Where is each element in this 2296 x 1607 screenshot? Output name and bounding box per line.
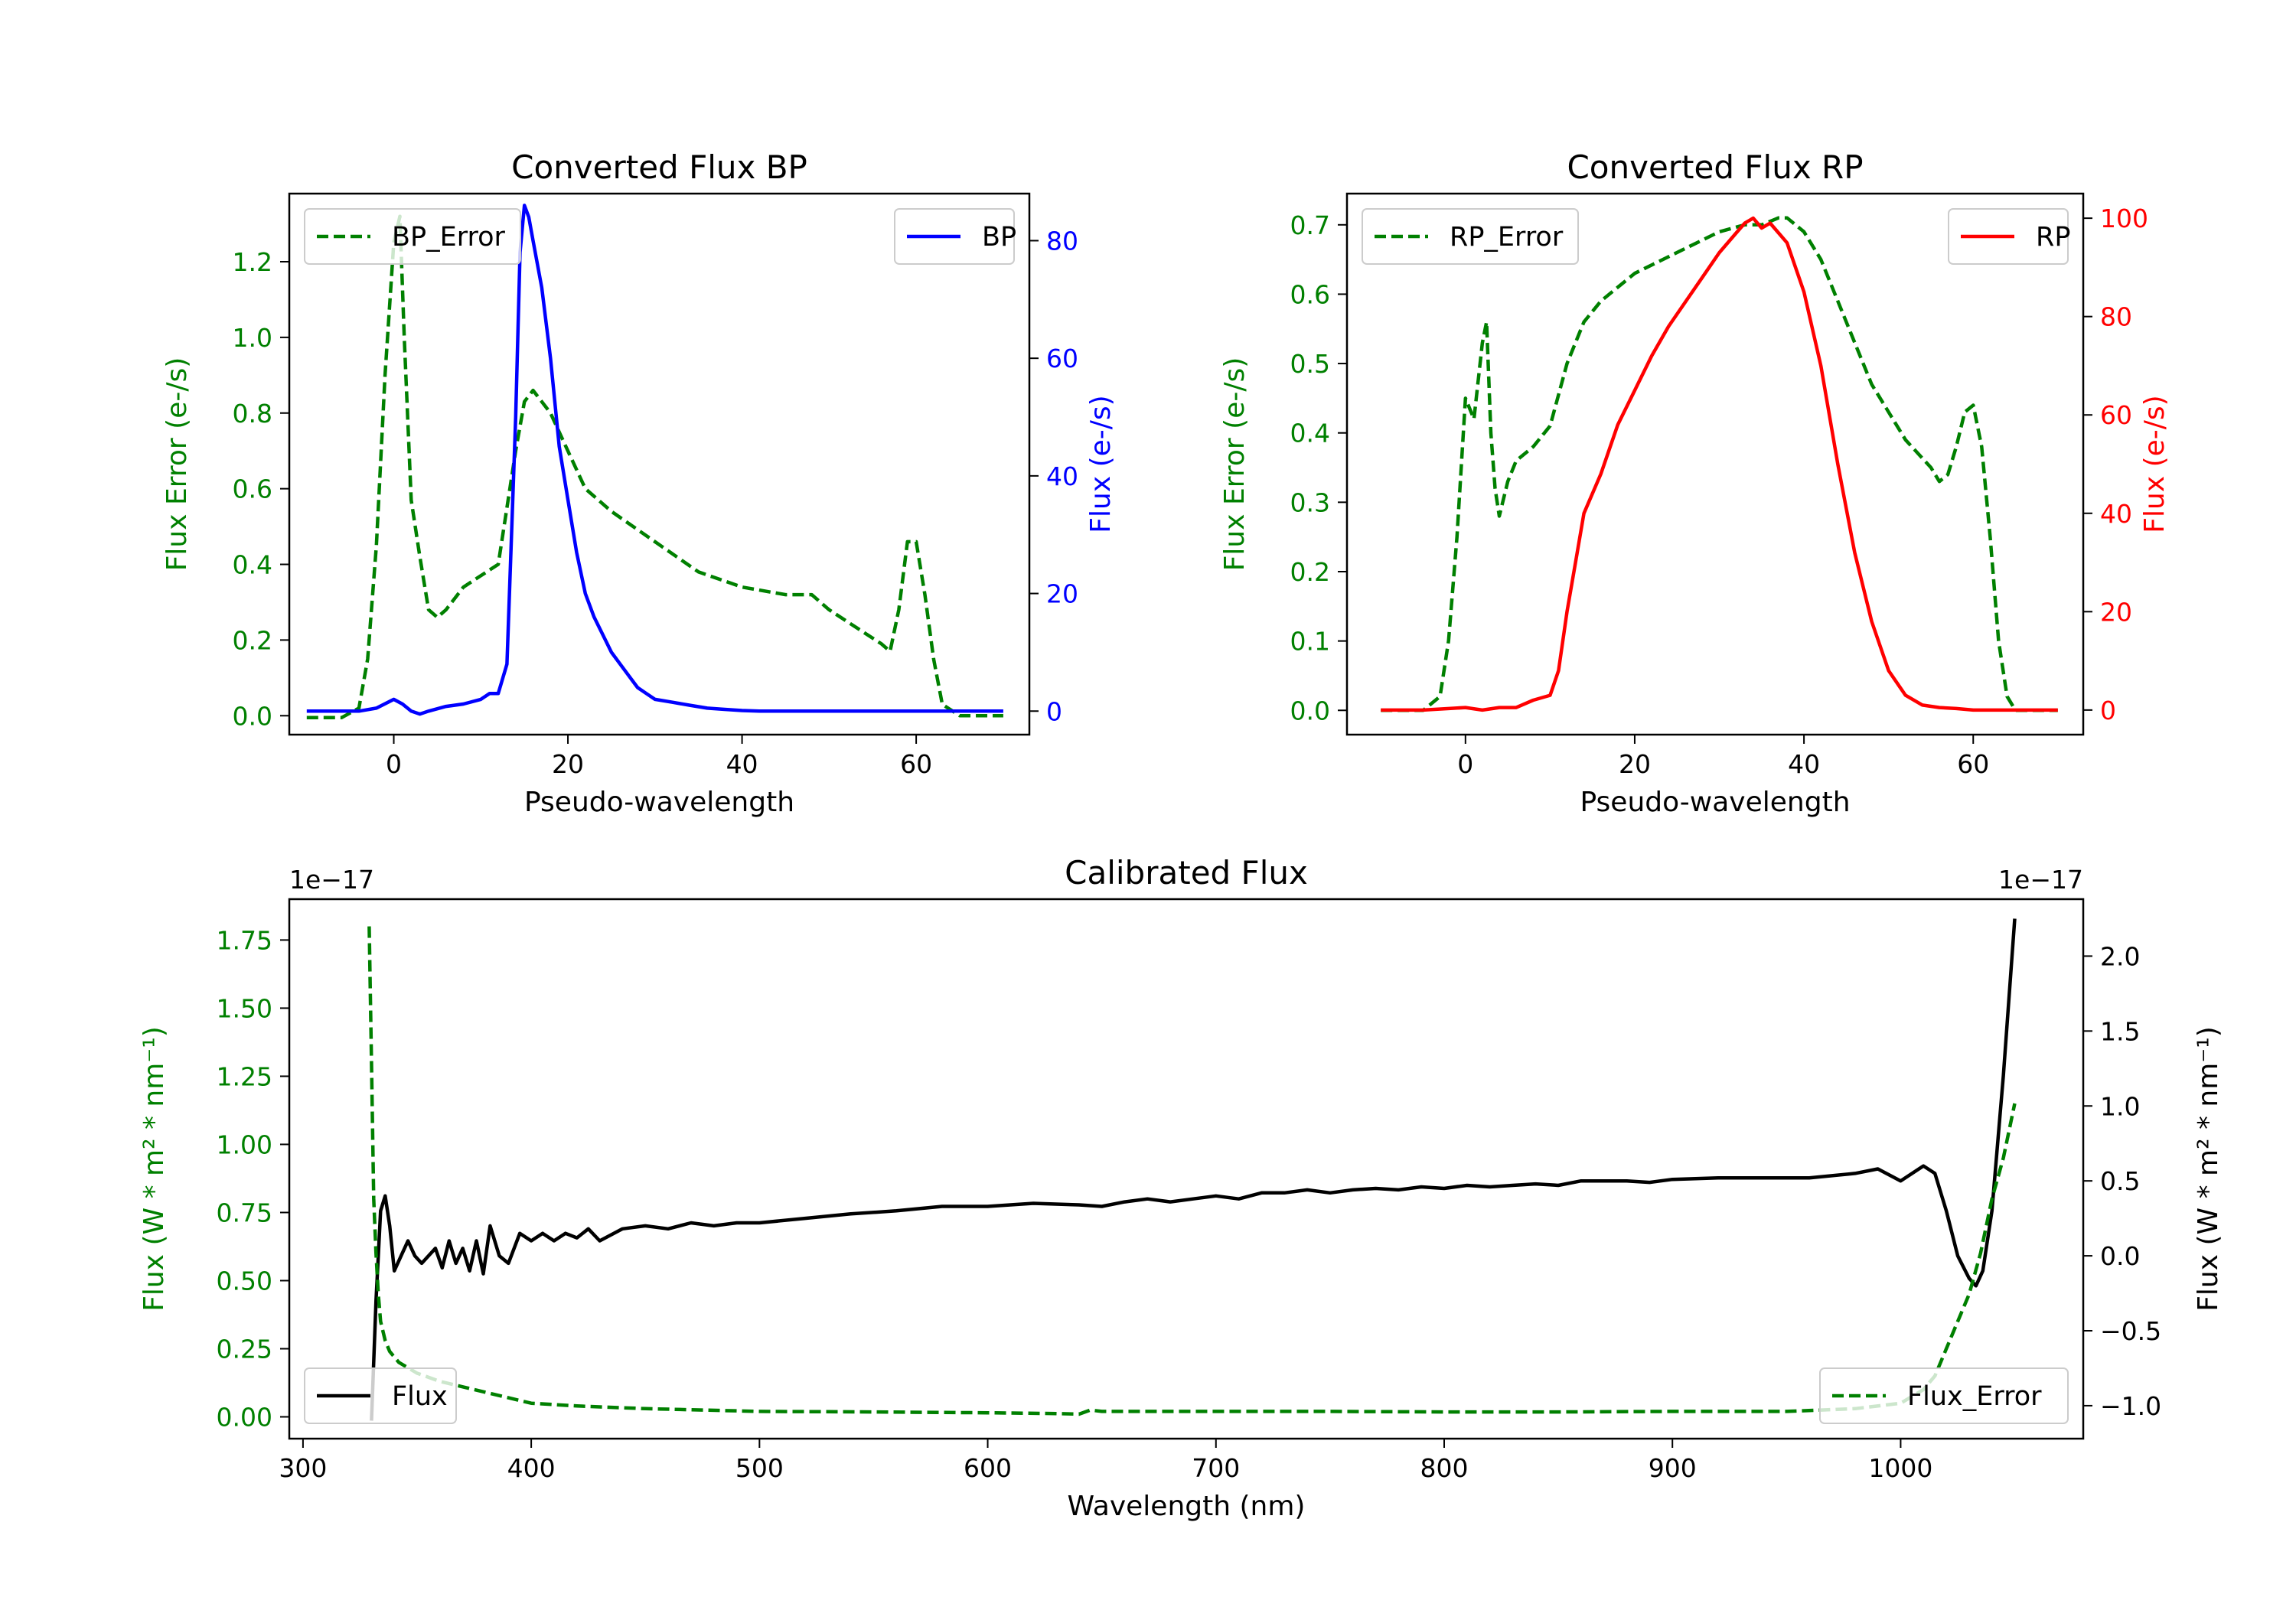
right-y-tick-label: 0 <box>1046 696 1062 726</box>
x-axis-label: Pseudo-wavelength <box>524 787 794 818</box>
legend-label: Flux_Error <box>1907 1381 2042 1412</box>
right-y-tick-label: 80 <box>2100 302 2132 332</box>
right-y-tick-label: 80 <box>1046 226 1078 256</box>
left-y-tick-label: 0.4 <box>1290 419 1330 448</box>
x-tick-label: 60 <box>900 749 932 779</box>
left-y-tick-label: 0.1 <box>1290 627 1330 657</box>
left-y-tick-label: 0.4 <box>233 550 272 580</box>
x-tick-label: 500 <box>735 1453 784 1483</box>
left-y-tick-label: 0.25 <box>217 1335 272 1364</box>
legend-rp: RP <box>1948 208 2070 265</box>
chart-panel-3: 300 400 500 600 700 800 900 1000 0.00 0.25 0.50 0.7… <box>139 854 2224 1522</box>
left-y-tick-label: 0.0 <box>1290 696 1330 725</box>
right-y-tick-label: 60 <box>2100 400 2132 430</box>
left-y-tick-label: 0.6 <box>233 474 272 504</box>
chart-title: Calibrated Flux <box>1065 854 1308 892</box>
series-line-rp <box>1381 216 2058 712</box>
right-y-tick-label: 40 <box>2100 499 2132 529</box>
legend-label: BP <box>982 222 1016 253</box>
x-tick-label: 800 <box>1420 1453 1468 1483</box>
right-y-tick-label: 0 <box>2100 696 2116 725</box>
left-y-tick-label: 0.8 <box>233 399 272 429</box>
legend-box <box>304 1367 457 1424</box>
left-y-axis-label: Flux Error (e-/s) <box>1219 357 1251 572</box>
legend-flux-error: Flux_Error <box>1819 1367 2069 1424</box>
legend-bp: BP <box>894 208 1016 265</box>
x-tick-label: 900 <box>1649 1453 1697 1483</box>
right-axis-offset-text: 1e−17 <box>1998 865 2083 895</box>
right-y-tick-label: 60 <box>1046 344 1078 373</box>
x-tick-label: 600 <box>964 1453 1012 1483</box>
x-tick-label: 40 <box>1788 749 1820 779</box>
x-tick-label: 60 <box>1957 749 1989 779</box>
legend-label: RP <box>2036 222 2070 253</box>
right-y-tick-label: 20 <box>2100 597 2132 627</box>
right-y-axis-label: Flux (W * m² * nm⁻¹) <box>2193 1026 2224 1312</box>
series-line-rp-error <box>1381 216 2058 712</box>
x-tick-label: 300 <box>279 1453 327 1483</box>
right-y-tick-label: 1.5 <box>2100 1016 2140 1046</box>
plot-frame <box>288 192 1031 736</box>
left-y-tick-label: 1.2 <box>233 247 272 277</box>
legend-box <box>1362 208 1579 265</box>
right-y-axis-label: Flux (e-/s) <box>2139 395 2170 533</box>
chart-panel-2: 0 20 40 60 0.0 0.1 0.2 0.3 0.4 0.5 0.6 0.7 0 20 40 60 80… <box>1219 148 2170 818</box>
right-y-tick-label: −1.0 <box>2100 1391 2161 1421</box>
legend-bp-error: BP_Error <box>304 208 521 265</box>
legend-flux: Flux <box>304 1367 457 1424</box>
chart-panel-1: 0 20 40 60 0.0 0.2 0.4 0.6 0.8 1.0 1.2 0 20 40 60 80 Con… <box>161 148 1117 818</box>
right-y-axis-label: Flux (e-/s) <box>1085 395 1117 533</box>
left-y-tick-label: 1.25 <box>217 1061 272 1091</box>
chart-title: Converted Flux RP <box>1567 148 1863 186</box>
left-y-axis-label: Flux (W * m² * nm⁻¹) <box>139 1026 170 1312</box>
x-tick-label: 40 <box>726 749 758 779</box>
chart-title: Converted Flux BP <box>511 148 807 186</box>
left-y-tick-label: 0.5 <box>1290 349 1330 379</box>
x-axis-label: Pseudo-wavelength <box>1580 787 1850 818</box>
series-line-bp <box>306 204 1003 716</box>
x-tick-label: 0 <box>1457 749 1473 779</box>
right-y-tick-label: 20 <box>1046 579 1078 609</box>
legend-rp-error: RP_Error <box>1362 208 1579 265</box>
left-y-tick-label: 0.50 <box>217 1266 272 1296</box>
x-tick-label: 0 <box>386 749 402 779</box>
left-y-tick-label: 1.50 <box>217 993 272 1023</box>
legend-label: BP_Error <box>392 222 506 253</box>
legend-label: RP_Error <box>1450 222 1564 253</box>
legend-box <box>1819 1367 2069 1424</box>
left-y-tick-label: 0.7 <box>1290 210 1330 240</box>
x-tick-label: 20 <box>552 749 584 779</box>
plot-frame <box>288 898 2085 1440</box>
right-y-tick-label: −0.5 <box>2100 1316 2161 1346</box>
left-y-tick-label: 0.0 <box>233 701 272 731</box>
left-y-tick-label: 1.75 <box>217 925 272 955</box>
left-y-tick-label: 0.75 <box>217 1198 272 1227</box>
left-y-tick-label: 0.3 <box>1290 487 1330 517</box>
right-y-tick-label: 100 <box>2100 204 2148 233</box>
left-y-tick-label: 0.2 <box>1290 557 1330 587</box>
x-tick-label: 1000 <box>1868 1453 1932 1483</box>
left-axis-offset-text: 1e−17 <box>289 865 374 895</box>
x-tick-label: 400 <box>507 1453 556 1483</box>
left-y-tick-label: 0.6 <box>1290 279 1330 309</box>
right-y-tick-label: 0.5 <box>2100 1166 2140 1196</box>
left-y-tick-label: 0.2 <box>233 625 272 655</box>
right-y-tick-label: 2.0 <box>2100 941 2140 971</box>
series-line-flux-error <box>367 926 2017 1416</box>
left-y-tick-label: 1.0 <box>233 323 272 353</box>
left-y-tick-label: 0.00 <box>217 1403 272 1433</box>
right-y-tick-label: 0.0 <box>2100 1241 2140 1271</box>
plot-frame <box>1345 192 2085 736</box>
left-y-tick-label: 1.00 <box>217 1129 272 1159</box>
left-y-axis-label: Flux Error (e-/s) <box>161 357 193 572</box>
series-line-flux <box>370 918 2017 1421</box>
legend-label: Flux <box>392 1381 448 1412</box>
right-y-tick-label: 40 <box>1046 461 1078 491</box>
legend-box <box>304 208 521 265</box>
right-y-tick-label: 1.0 <box>2100 1091 2140 1121</box>
x-tick-label: 20 <box>1619 749 1651 779</box>
x-axis-label: Wavelength (nm) <box>1068 1491 1306 1522</box>
x-tick-label: 700 <box>1192 1453 1240 1483</box>
